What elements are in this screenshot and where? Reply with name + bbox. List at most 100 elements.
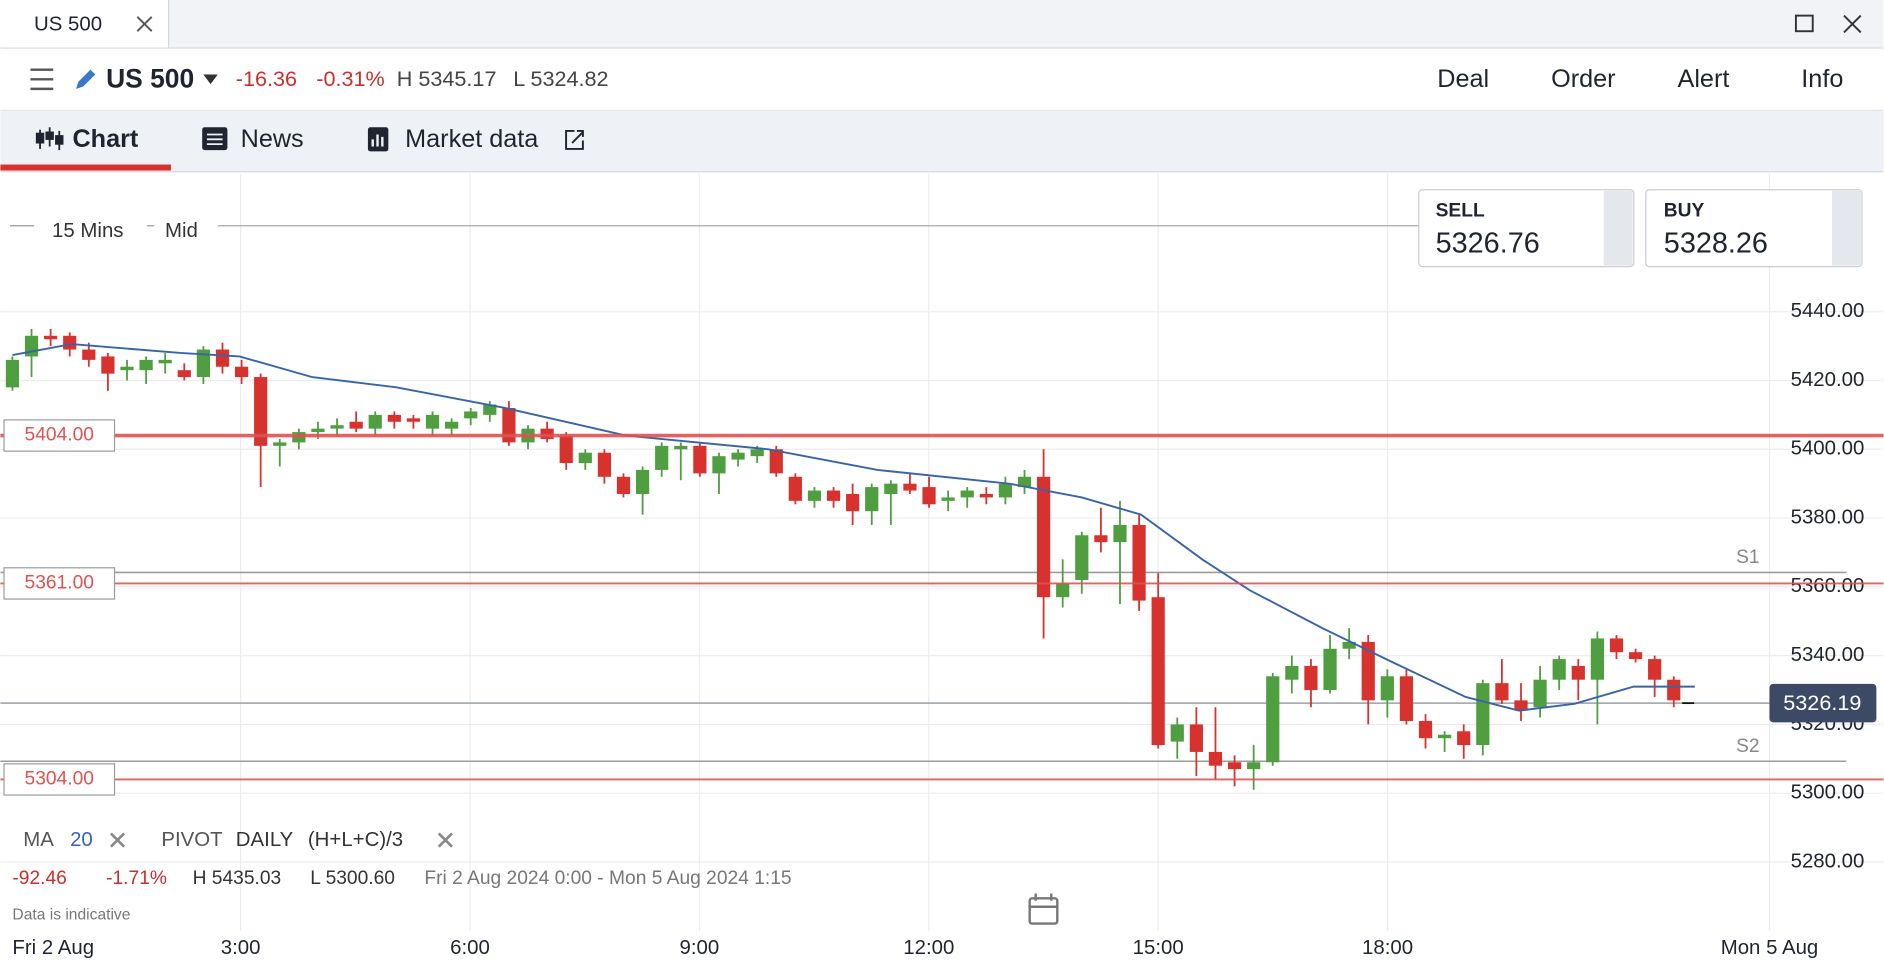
candle-body xyxy=(1667,679,1681,701)
instrument-name[interactable]: US 500 xyxy=(106,63,194,93)
candle-body xyxy=(750,449,764,457)
candle-body xyxy=(387,414,401,422)
maximize-icon[interactable] xyxy=(1794,14,1814,33)
candle-body xyxy=(1590,638,1604,680)
candle-body xyxy=(82,349,96,360)
candle-body xyxy=(635,469,650,494)
candle-body xyxy=(464,411,478,419)
ma-label: MA xyxy=(23,829,54,851)
price-level-box[interactable] xyxy=(3,567,116,600)
candle-body xyxy=(44,335,58,340)
toolbar-action[interactable]: Deal xyxy=(1437,65,1489,93)
candle-body xyxy=(1266,676,1280,763)
candle-body xyxy=(788,476,802,501)
content-tab[interactable]: News xyxy=(241,125,304,153)
content-tab[interactable]: Market data xyxy=(405,125,539,153)
candle-body xyxy=(177,370,191,378)
candle-body xyxy=(559,435,573,464)
candle-body xyxy=(1036,476,1051,598)
candle-body xyxy=(483,404,497,415)
candle-body xyxy=(1151,597,1165,746)
candle-body xyxy=(1399,676,1414,721)
toolbar-action[interactable]: Alert xyxy=(1678,65,1730,93)
candle-body xyxy=(1113,524,1127,543)
pivot-period[interactable]: DAILY xyxy=(236,829,294,851)
close-window-icon[interactable] xyxy=(1843,14,1862,34)
candle-body xyxy=(941,497,955,501)
candle-body xyxy=(1208,751,1223,766)
candle-body xyxy=(1285,665,1299,680)
candle-body xyxy=(1017,476,1032,488)
last-price-label: 5326.19 xyxy=(1783,690,1861,715)
x-tick-label: 6:00 xyxy=(450,937,490,959)
candle-body xyxy=(368,414,382,429)
candle-body xyxy=(1323,648,1337,691)
candle-body xyxy=(1361,641,1375,701)
candle-body xyxy=(196,349,210,378)
candle-body xyxy=(1227,762,1242,770)
close-tab-icon[interactable] xyxy=(136,16,153,32)
buy-button[interactable] xyxy=(1645,189,1863,268)
candle-body xyxy=(273,442,287,446)
price-type-selector[interactable]: Mid xyxy=(165,220,198,242)
candle-body xyxy=(158,359,172,364)
chart-tab-icon xyxy=(35,127,64,151)
x-tick-label: Mon 5 Aug xyxy=(1721,937,1819,959)
candle-body xyxy=(1189,724,1203,752)
toolbar-action[interactable]: Order xyxy=(1551,65,1615,93)
external-link-icon[interactable] xyxy=(565,129,584,150)
menu-icon[interactable] xyxy=(30,68,54,91)
x-tick-label: Fri 2 Aug xyxy=(12,937,94,959)
candle-body xyxy=(674,445,688,450)
candle-body xyxy=(1628,652,1643,660)
dropdown-caret[interactable] xyxy=(203,74,218,85)
price-level-box[interactable] xyxy=(3,419,116,452)
candle-body xyxy=(406,418,421,422)
pivot-label: S1 xyxy=(1736,547,1760,568)
window-tab-title: US 500 xyxy=(34,14,102,36)
period-high: H 5435.03 xyxy=(193,868,282,889)
candle-body xyxy=(5,359,20,388)
last-price-badge xyxy=(1769,683,1877,723)
candle-body xyxy=(1056,583,1070,598)
candle-body xyxy=(1247,762,1261,770)
pivot-formula[interactable]: (H+L+C)/3 xyxy=(308,829,403,851)
window-tab[interactable] xyxy=(0,0,169,50)
candle-body xyxy=(1552,659,1566,680)
ma-period[interactable]: 20 xyxy=(70,829,93,851)
candle-body xyxy=(922,487,936,505)
calendar-icon[interactable] xyxy=(1028,893,1059,925)
candle-body xyxy=(1132,524,1146,601)
candle-body xyxy=(24,335,39,357)
candle-body xyxy=(903,483,917,491)
candle-body xyxy=(311,428,325,433)
candle-body xyxy=(826,490,841,501)
market-data-tab-icon-bars xyxy=(371,134,384,147)
edit-icon[interactable] xyxy=(76,69,96,89)
candle-body xyxy=(1438,734,1452,739)
candle-body xyxy=(63,335,77,350)
moving-average-line xyxy=(12,343,1695,712)
x-tick-label: 18:00 xyxy=(1362,937,1413,959)
y-tick-label: 5300.00 xyxy=(1791,782,1865,804)
content-tab[interactable]: Chart xyxy=(72,125,138,153)
sell-label: SELL xyxy=(1436,200,1485,221)
remove-ma-icon[interactable] xyxy=(109,832,126,848)
session-low: L 5324.82 xyxy=(513,66,608,91)
x-tick-label: 15:00 xyxy=(1133,937,1184,959)
sell-button[interactable] xyxy=(1418,189,1635,268)
buy-price: 5328.26 xyxy=(1664,228,1768,260)
candle-body xyxy=(349,421,363,429)
candle-body xyxy=(1609,638,1624,653)
period-range: Fri 2 Aug 2024 0:00 - Mon 5 Aug 2024 1:1… xyxy=(424,868,791,889)
candle-body xyxy=(1170,724,1184,742)
candle-body xyxy=(234,366,249,378)
remove-pivot-icon[interactable] xyxy=(437,832,453,848)
x-tick-label: 9:00 xyxy=(680,937,720,959)
candle-body xyxy=(578,452,592,464)
interval-selector[interactable]: 15 Mins xyxy=(52,220,123,242)
toolbar-action[interactable]: Info xyxy=(1801,65,1843,93)
price-level-box[interactable] xyxy=(3,763,116,796)
y-tick-label: 5400.00 xyxy=(1791,438,1865,460)
